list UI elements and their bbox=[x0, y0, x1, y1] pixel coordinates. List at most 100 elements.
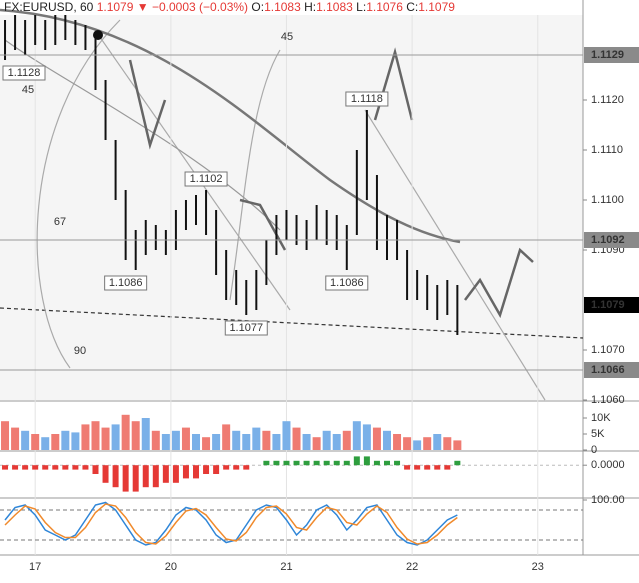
volume-bar bbox=[1, 421, 10, 450]
x-tick-label: 20 bbox=[165, 561, 177, 573]
oscillator-line bbox=[4, 503, 458, 545]
volume-bar bbox=[312, 437, 321, 450]
change-arrow: ▼ bbox=[137, 0, 149, 14]
histogram-bar bbox=[142, 465, 149, 488]
annotation: 1.1102 bbox=[190, 173, 223, 185]
volume-bar bbox=[322, 430, 331, 450]
y-tick-label: 1.1100 bbox=[591, 194, 624, 206]
histogram-bar bbox=[273, 460, 280, 466]
annotation-box bbox=[325, 275, 369, 291]
histogram-bar bbox=[454, 460, 461, 466]
volume-bar bbox=[382, 430, 391, 450]
annotation: 1.1086 bbox=[109, 277, 143, 289]
price-pane bbox=[0, 15, 583, 400]
volume-bar bbox=[282, 421, 291, 450]
volume-bar bbox=[342, 430, 351, 450]
symbol: FX:EURUSD, 60 bbox=[4, 0, 94, 14]
histogram-bar bbox=[424, 465, 431, 470]
annotation-box bbox=[104, 275, 148, 291]
fib-label: 45 bbox=[281, 31, 293, 43]
fib-arc bbox=[229, 49, 281, 301]
volume-bar bbox=[352, 421, 361, 450]
volume-bar bbox=[151, 430, 160, 450]
histogram-bar bbox=[213, 465, 220, 474]
histogram-bar bbox=[444, 465, 451, 470]
fib-fan bbox=[4, 39, 281, 231]
annotation-box bbox=[2, 65, 46, 81]
histogram-bar bbox=[62, 465, 69, 470]
volume-bar bbox=[61, 430, 70, 450]
histogram-bar bbox=[414, 465, 421, 470]
high: 1.1083 bbox=[316, 0, 353, 14]
volume-bar bbox=[181, 427, 190, 450]
histogram-bar bbox=[434, 465, 441, 470]
change: −0.0003 (−0.03%) bbox=[152, 0, 248, 14]
open-label: O: bbox=[251, 0, 264, 14]
volume-bar bbox=[252, 427, 261, 450]
volume-bar bbox=[262, 430, 271, 450]
histogram-bar bbox=[122, 465, 129, 492]
low-label: L: bbox=[356, 0, 366, 14]
high-label: H: bbox=[304, 0, 316, 14]
volume-bar bbox=[121, 414, 130, 450]
volume-bar bbox=[413, 440, 422, 450]
histogram-bar bbox=[303, 460, 310, 466]
volume-bar bbox=[161, 434, 170, 450]
volume-bar bbox=[272, 434, 281, 450]
annotation: 1.1128 bbox=[8, 67, 41, 79]
histogram-bar bbox=[333, 460, 340, 466]
annotation: 1.1086 bbox=[330, 277, 364, 289]
y-tick-label: 0 bbox=[591, 444, 597, 456]
last-price: 1.1079 bbox=[97, 0, 134, 14]
histogram-bar bbox=[203, 465, 210, 474]
histogram-bar bbox=[394, 460, 401, 466]
histogram-bar bbox=[182, 465, 189, 479]
volume-bar bbox=[403, 437, 412, 450]
histogram-bar bbox=[72, 465, 79, 470]
close-label: C: bbox=[406, 0, 418, 14]
histogram-bar bbox=[172, 465, 179, 483]
histogram-bar bbox=[353, 456, 360, 466]
annotation: 1.1118 bbox=[351, 93, 383, 105]
volume-bar bbox=[202, 437, 211, 450]
volume-bar bbox=[292, 427, 301, 450]
histogram-bar bbox=[102, 465, 109, 483]
fib-label: 45 bbox=[22, 84, 34, 96]
volume-bar bbox=[302, 434, 311, 450]
volume-bar bbox=[433, 434, 442, 450]
histogram-bar bbox=[42, 465, 49, 470]
projection bbox=[128, 47, 534, 319]
volume-bar bbox=[11, 427, 20, 450]
y-tick-label: 1.1060 bbox=[591, 394, 625, 406]
annotation: 1.1077 bbox=[229, 322, 263, 334]
header: FX:EURUSD, 60 1.1079 ▼ −0.0003 (−0.03%) … bbox=[4, 0, 455, 14]
y-tick-label: 1.1070 bbox=[591, 344, 625, 356]
price-label-bg bbox=[584, 362, 639, 378]
price-label: 1.1079 bbox=[591, 299, 625, 311]
histogram-bar bbox=[293, 460, 300, 466]
histogram-bar bbox=[263, 460, 270, 466]
histogram-bar bbox=[152, 465, 159, 488]
histogram-bar bbox=[343, 460, 350, 466]
y-tick-label: 5K bbox=[591, 428, 605, 440]
y-tick-label: 1.1120 bbox=[591, 94, 624, 106]
open: 1.1083 bbox=[264, 0, 301, 14]
histogram-bar bbox=[132, 465, 139, 492]
y-tick-label: 10K bbox=[591, 412, 611, 424]
histogram-bar bbox=[363, 456, 370, 466]
histogram-bar bbox=[22, 465, 29, 470]
histogram-bar bbox=[2, 465, 9, 470]
x-tick-label: 21 bbox=[280, 561, 292, 573]
volume-bar bbox=[212, 434, 221, 450]
volume-bar bbox=[81, 424, 90, 450]
histogram-bar bbox=[223, 465, 230, 470]
volume-bar bbox=[222, 424, 231, 450]
trend-line bbox=[0, 307, 584, 339]
volume-bar bbox=[91, 421, 100, 450]
fib-arc bbox=[36, 19, 121, 369]
histogram-bar bbox=[32, 465, 39, 470]
volume-bar bbox=[71, 432, 80, 450]
y-tick-label: 100.00 bbox=[591, 494, 625, 506]
volume-bar bbox=[393, 434, 402, 450]
histogram-bar bbox=[383, 460, 390, 466]
